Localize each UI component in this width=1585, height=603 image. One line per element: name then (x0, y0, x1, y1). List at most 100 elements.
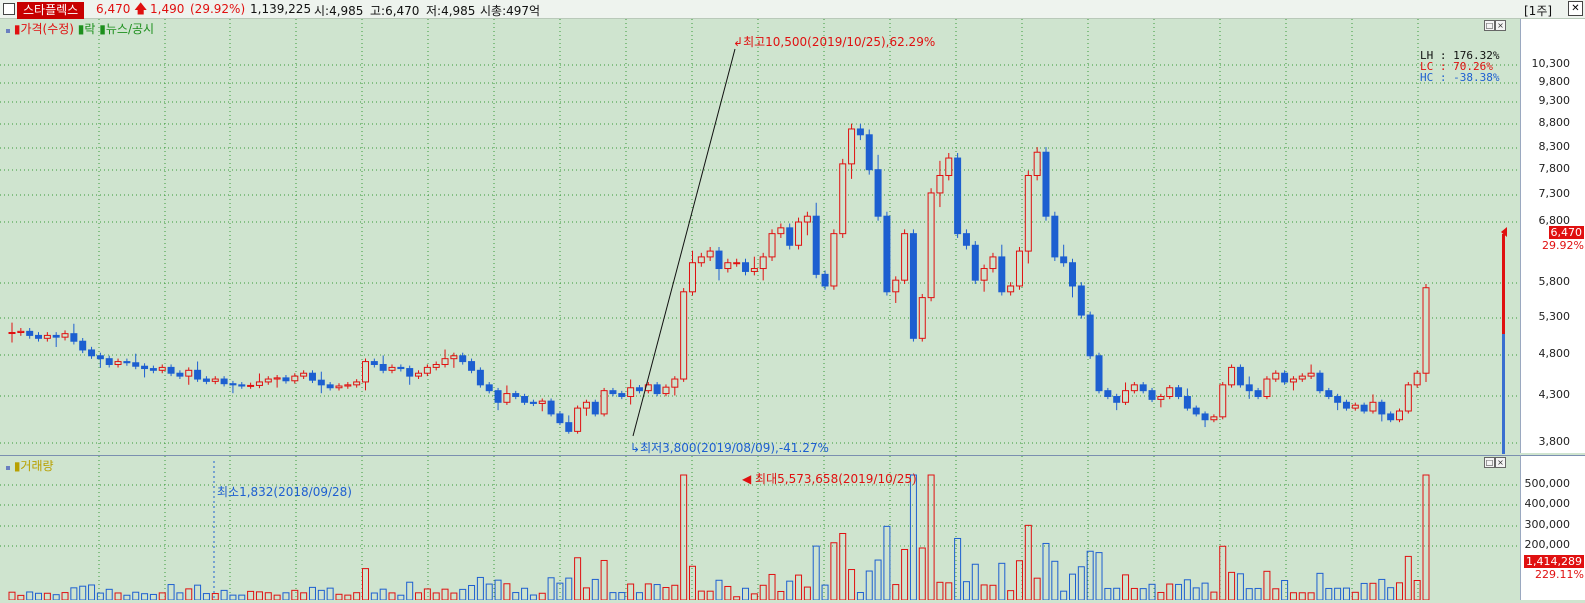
candle-body (1413, 372, 1421, 386)
volume-bar (989, 584, 997, 601)
volume-bar (1069, 573, 1076, 601)
legend-news[interactable]: ▮뉴스/공시 (99, 22, 155, 36)
volume-bar (1387, 587, 1395, 601)
candle-body (1015, 250, 1023, 287)
candle-body (697, 256, 705, 264)
volume-bar (795, 574, 803, 601)
candle-body (989, 256, 997, 270)
candle-body (795, 221, 803, 246)
candle-body (406, 368, 414, 377)
stats-box: LH : 176.32% LC : 70.26% HC : -38.38% (1420, 50, 1499, 83)
volume-bar (1395, 582, 1403, 601)
candle-body (308, 372, 316, 381)
price-axis-label: 6,800 (1538, 214, 1571, 227)
candle-body (43, 334, 51, 339)
legend-price[interactable]: ▮가격(수정) (13, 22, 74, 36)
candle-body (565, 422, 573, 432)
candle-body (388, 366, 396, 371)
candle-body (892, 279, 900, 293)
candle-body (662, 386, 670, 395)
volume-axis-label: 300,000 (1524, 518, 1571, 531)
volume-bar (1113, 587, 1121, 601)
panel-menu-icon[interactable] (6, 466, 10, 470)
volume-bar (397, 594, 405, 601)
candle-body (88, 349, 96, 357)
candle-body (35, 334, 43, 339)
volume-bar (423, 588, 431, 601)
volume-bar (1378, 578, 1386, 601)
volume-bar (883, 525, 891, 601)
period-selector[interactable]: [1주] (1524, 4, 1553, 18)
volume-axis-label: 500,000 (1524, 477, 1571, 490)
candle-body (300, 372, 308, 377)
volume-bar (733, 596, 741, 601)
volume-bar (105, 588, 113, 601)
price-chart (0, 19, 1520, 453)
candle-body (1342, 401, 1350, 409)
volume-bar (468, 585, 476, 601)
candle-body (167, 366, 175, 374)
current-price-marker-icon (1501, 227, 1507, 237)
volume-bar (1219, 545, 1227, 601)
candle-body (1086, 314, 1094, 357)
panel-menu-icon[interactable] (6, 29, 10, 33)
candle-body (609, 390, 617, 395)
maximize-icon[interactable]: □ (1484, 20, 1495, 31)
market-cap: 시총:497억 (480, 4, 541, 18)
volume-bar (1422, 474, 1430, 601)
candle-body (680, 291, 688, 380)
candle-body (750, 268, 758, 272)
candle-body (724, 262, 732, 270)
low-annotation: ↳최저3,800(2019/08/09),-41.27% (630, 441, 829, 455)
volume-bar (945, 582, 953, 601)
candle-body (264, 378, 272, 383)
volume-legend[interactable]: ▮거래량 (6, 457, 54, 474)
volume-bar (680, 474, 688, 601)
maximize-icon[interactable]: □ (1484, 457, 1495, 468)
candle-body (671, 378, 679, 388)
candle-body (706, 250, 714, 258)
candle-body (733, 262, 741, 265)
candle-body (1378, 401, 1386, 415)
price-axis-label: 9,800 (1538, 75, 1571, 88)
low-price: 저:4,985 (426, 4, 476, 18)
close-panel-icon[interactable]: × (1495, 20, 1506, 31)
current-volume-pct: 229.11% (1535, 568, 1584, 581)
candle-body (132, 362, 140, 367)
volume-bar (1077, 566, 1085, 601)
candle-body (247, 384, 255, 387)
candle-body (79, 340, 87, 351)
open-price: 시:4,985 (314, 4, 364, 18)
candle-body (936, 174, 944, 194)
candle-body (362, 361, 369, 383)
volume-chart-panel[interactable]: ▮거래량 최소1,832(2018/09/28) ◀ 최대5,573,658(2… (0, 455, 1520, 601)
close-icon[interactable]: ✕ (1568, 1, 1583, 16)
candle-body (1281, 372, 1289, 383)
candle-body (547, 400, 555, 415)
volume-bar (909, 474, 917, 601)
stock-checkbox[interactable] (3, 3, 15, 15)
legend-lock[interactable]: ▮락 (77, 22, 96, 36)
volume-bar (1095, 552, 1103, 601)
stock-name[interactable]: 스타플렉스 (17, 2, 85, 19)
candle-body (238, 384, 246, 387)
volume-bar (848, 569, 856, 601)
candle-body (1095, 355, 1103, 392)
volume-bar (786, 580, 794, 601)
candle-body (1192, 407, 1200, 415)
current-price-tag: 6,470 (1548, 226, 1584, 239)
volume-min-annotation: 최소1,832(2018/09/28) (217, 485, 352, 499)
volume-bar (1166, 583, 1174, 601)
candle-body (998, 256, 1006, 293)
candle-body (1422, 287, 1430, 374)
volume-bar (742, 587, 750, 601)
volume-bar (194, 584, 202, 601)
price-chart-panel[interactable]: ▮가격(수정) ▮락 ▮뉴스/공시 ↲최고10,500(2019/10/25),… (0, 19, 1520, 455)
close-panel-icon[interactable]: × (1495, 457, 1506, 468)
candle-body (618, 393, 626, 397)
candle-body (26, 330, 34, 336)
volume-bar (954, 537, 962, 601)
volume-bar (759, 584, 767, 601)
candle-body (494, 390, 502, 403)
volume-bar (1245, 588, 1253, 601)
